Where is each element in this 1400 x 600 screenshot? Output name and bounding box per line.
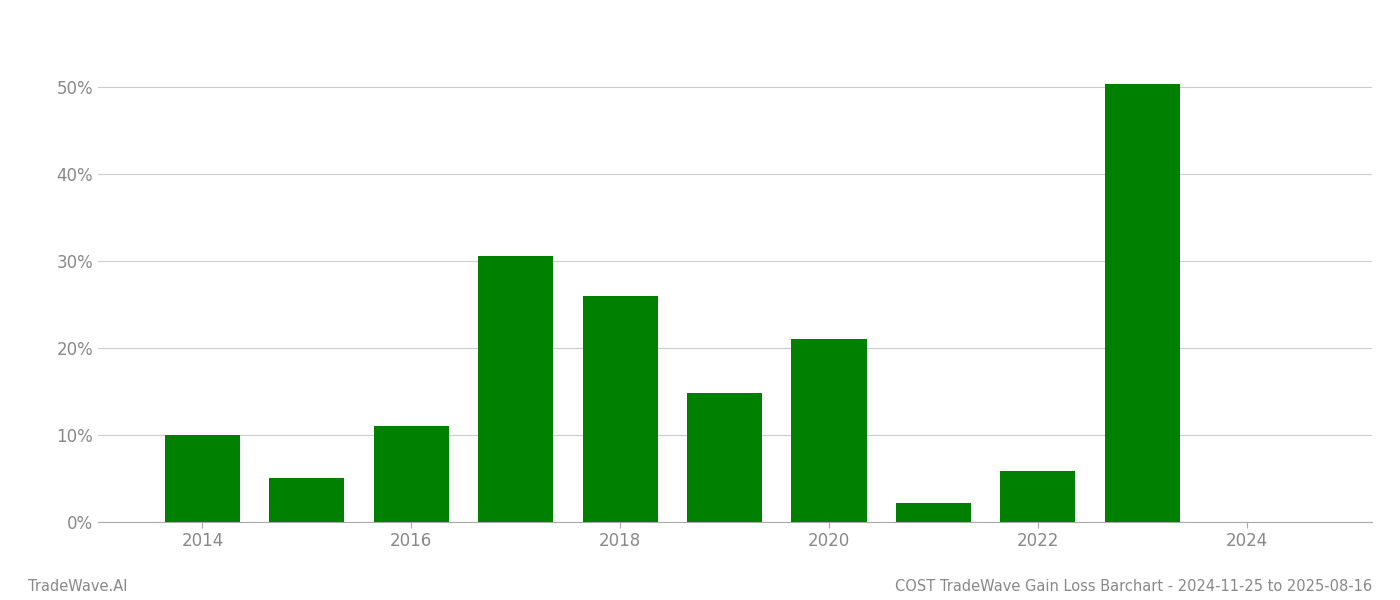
Text: TradeWave.AI: TradeWave.AI bbox=[28, 579, 127, 594]
Bar bbox=[582, 296, 658, 522]
Bar bbox=[1000, 472, 1075, 522]
Bar bbox=[687, 393, 762, 522]
Text: COST TradeWave Gain Loss Barchart - 2024-11-25 to 2025-08-16: COST TradeWave Gain Loss Barchart - 2024… bbox=[895, 579, 1372, 594]
Bar bbox=[791, 339, 867, 522]
Bar bbox=[896, 503, 972, 522]
Bar bbox=[1105, 84, 1180, 522]
Bar bbox=[374, 426, 449, 522]
Bar bbox=[479, 256, 553, 522]
Bar bbox=[165, 435, 239, 522]
Bar bbox=[269, 478, 344, 522]
